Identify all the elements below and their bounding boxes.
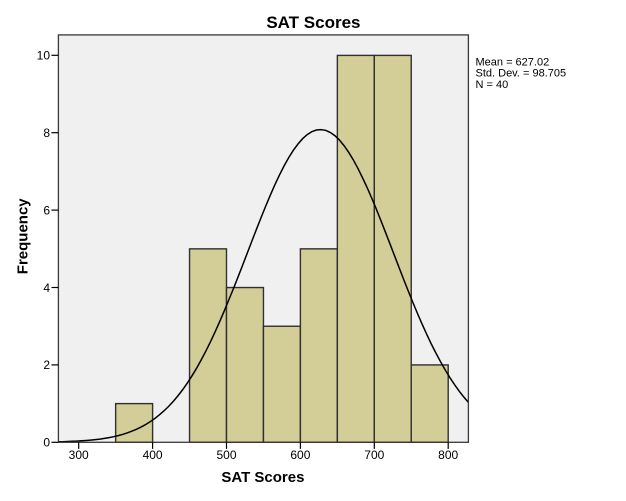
svg-text:500: 500 [216,448,236,462]
svg-text:300: 300 [69,448,89,462]
svg-text:0: 0 [43,436,50,450]
svg-text:4: 4 [43,281,50,295]
svg-text:Std. Dev. = 98.705: Std. Dev. = 98.705 [476,68,567,80]
svg-text:SAT Scores: SAT Scores [266,13,360,32]
svg-text:6: 6 [43,203,50,217]
svg-text:8: 8 [43,126,50,140]
svg-text:Frequency: Frequency [14,198,31,275]
svg-text:N = 40: N = 40 [476,79,509,91]
svg-text:700: 700 [364,448,384,462]
svg-text:Mean = 627.02: Mean = 627.02 [476,56,550,68]
svg-text:SAT Scores: SAT Scores [221,469,304,486]
svg-text:400: 400 [143,448,163,462]
svg-text:2: 2 [43,358,50,372]
svg-text:600: 600 [290,448,310,462]
svg-text:10: 10 [37,49,51,63]
svg-text:800: 800 [438,448,458,462]
